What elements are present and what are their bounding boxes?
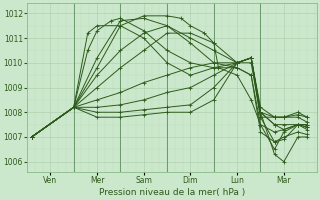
X-axis label: Pression niveau de la mer( hPa ): Pression niveau de la mer( hPa ) [99, 188, 245, 197]
